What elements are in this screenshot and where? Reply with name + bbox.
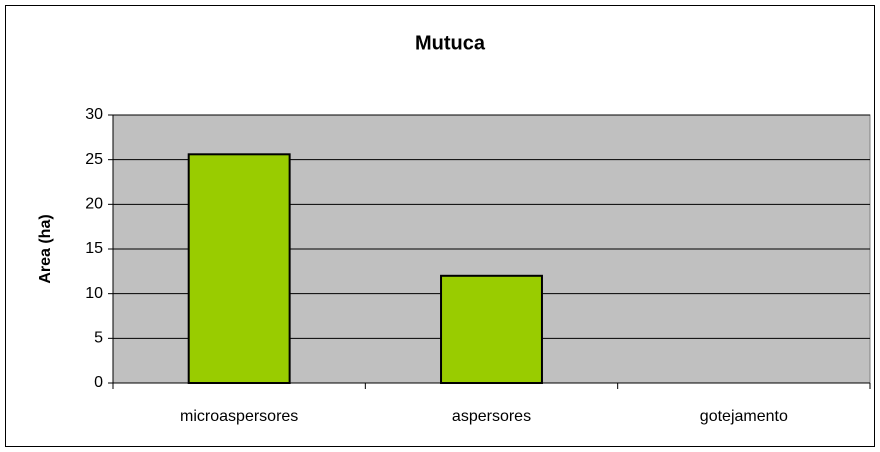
chart-title: Mutuca [415,32,486,54]
bar [187,153,291,384]
y-tick-label: 15 [85,240,103,257]
y-tick-label: 25 [85,151,103,168]
y-tick-label: 20 [85,196,103,213]
x-tick-label: aspersores [452,408,531,425]
y-tick-label: 10 [85,285,103,302]
y-axis-label: Area (ha) [37,214,54,283]
y-tick-label: 30 [85,106,103,123]
x-tick-label: gotejamento [700,408,788,425]
y-tick-label: 5 [94,330,103,347]
y-tick-label: 0 [94,374,103,391]
bar [440,274,543,384]
x-tick-label: microaspersores [180,408,298,425]
